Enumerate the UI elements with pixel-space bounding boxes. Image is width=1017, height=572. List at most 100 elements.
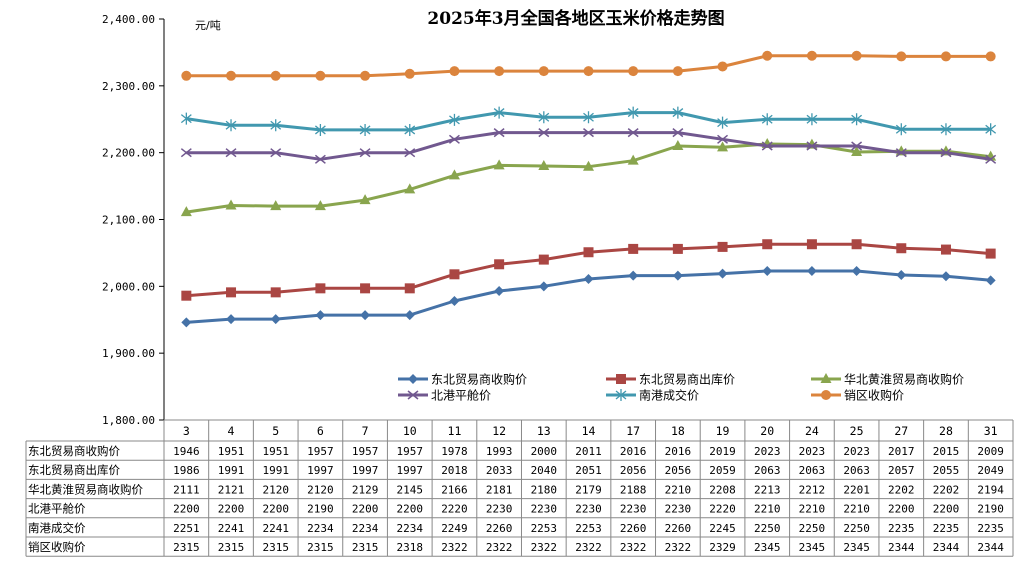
table-cell: 2063 [843,464,870,477]
legend-item: 南港成交价 [606,388,699,403]
table-cell: 2033 [486,464,513,477]
data-point [806,50,817,61]
x-tick-label: 3 [183,424,190,438]
x-tick-label: 27 [894,424,908,438]
table-cell: 2322 [575,541,602,554]
data-point [896,269,907,280]
data-point [180,112,192,125]
table-cell: 2250 [843,522,870,535]
table-cell: 2181 [486,483,513,496]
y-tick-label: 1,800.00 [102,414,155,427]
data-point [762,239,773,250]
table-cell: 1978 [441,445,468,458]
table-cell: 2344 [933,541,960,554]
table-cell: 2009 [977,445,1004,458]
table-cell: 2234 [352,522,379,535]
table-cell: 2190 [977,503,1004,516]
data-point [583,247,594,258]
table-cell: 2322 [665,541,692,554]
data-point [940,51,951,62]
table-cell: 2260 [665,522,692,535]
table-cell: 2190 [307,503,334,516]
legend-item: 东北贸易商收购价 [398,372,527,387]
table-cell: 2011 [575,445,602,458]
data-point [940,123,952,136]
data-point [717,141,729,152]
x-tick-label: 18 [671,424,685,438]
table-row-label: 北港平舱价 [28,502,86,516]
table-cell: 2059 [709,464,736,477]
table-cell: 2145 [397,483,424,496]
table-cell: 1957 [397,445,424,458]
data-point [895,148,907,158]
x-tick-label: 12 [492,424,506,438]
data-point [494,66,505,77]
table-cell: 2235 [977,522,1004,535]
y-tick-label: 2,400.00 [102,13,155,26]
table-cell: 1991 [218,464,245,477]
table-cell: 2322 [531,541,558,554]
data-point [538,128,550,138]
data-point [821,390,831,400]
data-table: 3 4 5 6 7 10 11 12 13 14 17 18 19 20 24 25 27 28 31 东北贸易商收购… [25,419,1014,557]
data-point [314,154,326,164]
data-point [851,50,862,61]
y-tick-label: 2,000.00 [102,280,155,293]
data-point [583,66,594,77]
table-cell: 2040 [531,464,558,477]
table-cell: 2241 [218,522,245,535]
series-circle [181,50,996,81]
data-point [226,70,237,81]
data-point [628,243,639,254]
table-cell: 2315 [352,541,379,554]
legend-label: 东北贸易商出库价 [639,372,735,387]
table-cell: 2253 [531,522,558,535]
table-cell: 2120 [262,483,289,496]
table-cell: 2251 [173,522,200,535]
table-cell: 2250 [799,522,826,535]
data-point [896,51,907,62]
data-point [493,106,505,119]
data-point [851,145,863,156]
data-point [851,239,862,250]
x-tick-label: 10 [403,424,417,438]
data-point [717,268,728,279]
table-cell: 1997 [352,464,379,477]
data-point [449,66,460,77]
data-point [583,160,594,171]
data-point [806,265,817,276]
data-point [672,66,683,77]
table-cell: 2129 [352,483,379,496]
data-point [940,244,951,255]
table-cell: 2230 [486,503,513,516]
table-cell: 2260 [620,522,647,535]
x-tick-label: 4 [228,424,235,438]
table-cell: 2329 [709,541,736,554]
table-row-label: 东北贸易商收购价 [28,444,120,458]
table-row-label: 销区收购价 [28,540,86,554]
legend-item: 华北黄淮贸易商收购价 [811,372,964,387]
table-cell: 2023 [799,445,826,458]
data-point [404,283,415,294]
x-tick-label: 17 [626,424,640,438]
legend-label: 东北贸易商收购价 [431,372,527,387]
series-x [180,128,997,164]
data-point [762,50,773,61]
table-cell: 2121 [218,483,245,496]
data-point [672,243,683,254]
table-cell: 1993 [486,445,513,458]
table-cell: 2120 [307,483,334,496]
data-point [448,169,460,180]
data-point [360,283,371,294]
table-cell: 2210 [843,503,870,516]
table-cell: 2023 [754,445,781,458]
series-square [181,239,996,301]
data-point [270,287,281,298]
axes: 1,800.00 1,900.00 2,000.00 2,100.00 2,200.00… [102,13,165,427]
table-cell: 2230 [665,503,692,516]
table-cell: 2345 [754,541,781,554]
table-cell: 2210 [799,503,826,516]
table-cell: 2023 [843,445,870,458]
data-point [717,61,728,72]
y-tick-label: 2,100.00 [102,214,155,227]
